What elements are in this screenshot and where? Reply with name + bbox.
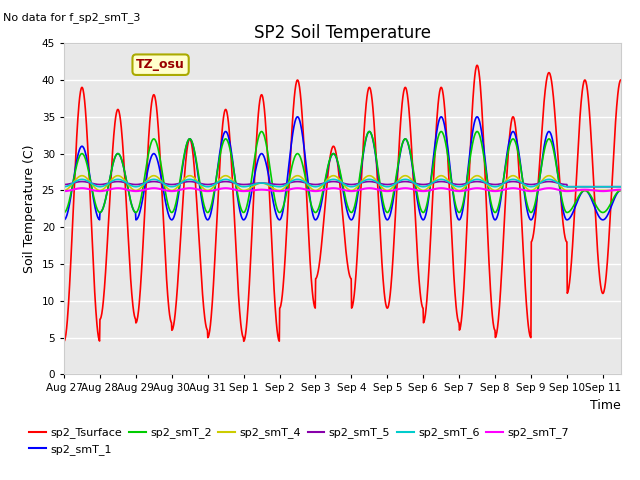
sp2_Tsurface: [221, 108, 228, 114]
sp2_smT_2: [473, 129, 481, 134]
sp2_smT_7: [272, 188, 280, 194]
sp2_smT_6: [221, 177, 229, 182]
sp2_Tsurface: [60, 338, 68, 344]
sp2_smT_4: [221, 173, 229, 179]
Title: SP2 Soil Temperature: SP2 Soil Temperature: [254, 24, 431, 42]
sp2_Tsurface: [617, 77, 625, 83]
sp2_Tsurface: [543, 73, 551, 79]
sp2_smT_7: [221, 185, 229, 191]
sp2_smT_2: [60, 210, 68, 216]
sp2_smT_7: [171, 188, 179, 194]
sp2_smT_4: [543, 173, 551, 179]
sp2_smT_2: [543, 137, 551, 143]
sp2_smT_4: [171, 187, 179, 192]
sp2_smT_6: [482, 180, 490, 186]
sp2_smT_6: [161, 181, 168, 187]
sp2_smT_1: [60, 217, 68, 223]
sp2_smT_1: [482, 161, 490, 167]
sp2_Tsurface: [271, 304, 279, 310]
sp2_Tsurface: [171, 317, 179, 323]
Line: sp2_smT_2: sp2_smT_2: [64, 132, 621, 213]
sp2_smT_5: [221, 179, 229, 184]
sp2_smT_2: [171, 205, 179, 211]
Line: sp2_smT_6: sp2_smT_6: [64, 180, 621, 187]
sp2_smT_1: [221, 129, 228, 135]
sp2_smT_5: [543, 179, 551, 184]
Text: No data for f_sp2_smT_3: No data for f_sp2_smT_3: [3, 12, 141, 23]
X-axis label: Time: Time: [590, 399, 621, 412]
sp2_smT_7: [617, 187, 625, 192]
Line: sp2_smT_5: sp2_smT_5: [64, 181, 621, 187]
sp2_smT_6: [60, 184, 68, 190]
sp2_smT_4: [272, 187, 280, 192]
sp2_smT_6: [171, 183, 179, 189]
sp2_smT_2: [221, 137, 228, 143]
sp2_smT_1: [473, 114, 481, 120]
sp2_smT_7: [60, 188, 68, 194]
sp2_smT_6: [617, 184, 625, 190]
sp2_smT_2: [617, 188, 625, 193]
Line: sp2_smT_4: sp2_smT_4: [64, 176, 621, 191]
sp2_smT_1: [617, 188, 625, 193]
sp2_smT_1: [171, 213, 179, 218]
sp2_smT_7: [543, 185, 551, 191]
Line: sp2_smT_7: sp2_smT_7: [64, 188, 621, 191]
sp2_smT_1: [543, 130, 551, 136]
Text: TZ_osu: TZ_osu: [136, 58, 185, 71]
Y-axis label: Soil Temperature (C): Soil Temperature (C): [23, 144, 36, 273]
sp2_smT_2: [271, 198, 279, 204]
sp2_smT_5: [60, 181, 68, 187]
sp2_Tsurface: [160, 229, 168, 235]
sp2_smT_6: [78, 177, 86, 182]
sp2_smT_4: [60, 188, 68, 193]
sp2_smT_7: [482, 187, 490, 192]
sp2_smT_1: [271, 208, 279, 214]
sp2_smT_5: [563, 184, 571, 190]
sp2_smT_6: [543, 177, 551, 182]
sp2_smT_5: [272, 181, 280, 187]
sp2_smT_1: [160, 191, 168, 196]
sp2_smT_2: [482, 166, 490, 171]
sp2_smT_5: [482, 180, 490, 186]
Legend: sp2_Tsurface, sp2_smT_1, sp2_smT_2, sp2_smT_4, sp2_smT_5, sp2_smT_6, sp2_smT_7: sp2_Tsurface, sp2_smT_1, sp2_smT_2, sp2_…: [25, 423, 573, 459]
sp2_smT_5: [161, 180, 168, 186]
sp2_smT_4: [161, 182, 168, 188]
sp2_smT_7: [161, 187, 168, 193]
sp2_smT_5: [78, 179, 86, 184]
sp2_smT_5: [171, 181, 179, 187]
sp2_smT_4: [617, 188, 625, 193]
sp2_smT_4: [78, 173, 86, 179]
sp2_smT_5: [617, 184, 625, 190]
sp2_Tsurface: [482, 184, 490, 190]
Line: sp2_Tsurface: sp2_Tsurface: [64, 65, 621, 341]
sp2_smT_4: [482, 180, 490, 185]
sp2_smT_7: [78, 185, 86, 191]
sp2_smT_2: [160, 180, 168, 186]
sp2_smT_6: [272, 183, 280, 189]
Line: sp2_smT_1: sp2_smT_1: [64, 117, 621, 220]
sp2_Tsurface: [473, 62, 481, 68]
